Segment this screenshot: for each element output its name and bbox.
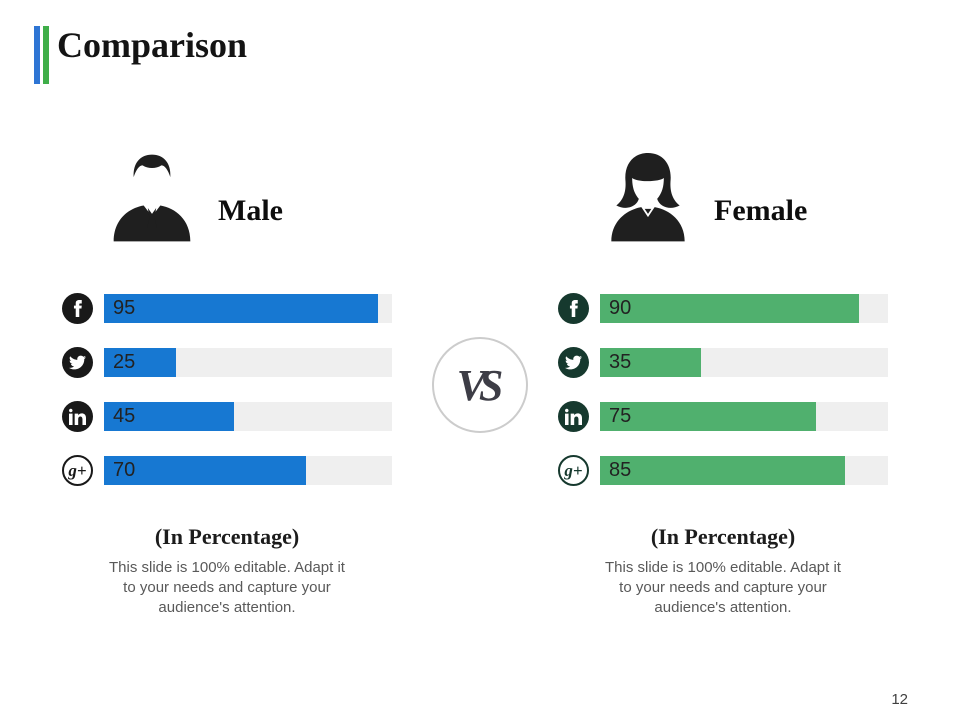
- bar-fill: 90: [600, 294, 860, 323]
- google-plus-icon: g+: [62, 455, 93, 486]
- male-panel: Male 95 25: [62, 140, 392, 618]
- page-number: 12: [891, 691, 908, 708]
- twitter-icon: [558, 347, 589, 378]
- bar-track: 90: [600, 294, 888, 323]
- female-label: Female: [714, 194, 808, 227]
- facebook-icon: [558, 293, 589, 324]
- bar-row: 75: [558, 401, 888, 432]
- male-note: This slide is 100% editable. Adapt it to…: [62, 558, 392, 618]
- bar-value-label: 90: [609, 297, 632, 319]
- bar-value-label: 75: [609, 405, 632, 427]
- female-panel: Female 90 35: [558, 140, 888, 618]
- bar-track: 35: [600, 348, 888, 377]
- bar-track: 45: [104, 402, 392, 431]
- linkedin-icon: [558, 401, 589, 432]
- female-person-icon: [598, 146, 698, 250]
- female-note: This slide is 100% editable. Adapt it to…: [558, 558, 888, 618]
- twitter-icon: [62, 347, 93, 378]
- bar-track: 70: [104, 456, 392, 485]
- bar-value-label: 25: [113, 351, 136, 373]
- bar-fill: 95: [104, 294, 378, 323]
- bar-value-label: 45: [113, 405, 136, 427]
- bar-value-label: 85: [609, 459, 632, 481]
- bar-track: 75: [600, 402, 888, 431]
- male-label: Male: [218, 194, 283, 227]
- note-line: This slide is 100% editable. Adapt it: [605, 559, 841, 576]
- bar-row: 95: [62, 293, 392, 324]
- vs-badge: VS: [432, 337, 528, 433]
- google-plus-icon: g+: [558, 455, 589, 486]
- bar-row: g+ 70: [62, 455, 392, 486]
- note-line: audience's attention.: [158, 599, 296, 616]
- bar-row: 25: [62, 347, 392, 378]
- note-line: to your needs and capture your: [123, 579, 331, 596]
- male-header: Male: [102, 146, 392, 250]
- bar-row: 35: [558, 347, 888, 378]
- bar-track: 85: [600, 456, 888, 485]
- note-line: audience's attention.: [654, 599, 792, 616]
- facebook-icon: [62, 293, 93, 324]
- linkedin-icon: [62, 401, 93, 432]
- bar-row: 90: [558, 293, 888, 324]
- female-bars: 90 35 75: [558, 293, 888, 486]
- bar-fill: 70: [104, 456, 306, 485]
- note-line: This slide is 100% editable. Adapt it: [109, 559, 345, 576]
- google-plus-glyph: g+: [564, 461, 583, 480]
- note-line: to your needs and capture your: [619, 579, 827, 596]
- bar-row: 45: [62, 401, 392, 432]
- male-person-icon: [102, 146, 202, 250]
- bar-fill: 25: [104, 348, 176, 377]
- title-accent-green: [43, 26, 49, 84]
- vs-label: VS: [456, 360, 504, 410]
- google-plus-glyph: g+: [68, 461, 87, 480]
- bar-fill: 75: [600, 402, 816, 431]
- bar-fill: 85: [600, 456, 845, 485]
- bar-track: 95: [104, 294, 392, 323]
- bar-value-label: 70: [113, 459, 136, 481]
- female-header: Female: [598, 146, 888, 250]
- bar-track: 25: [104, 348, 392, 377]
- slide-title: Comparison: [57, 25, 248, 65]
- male-caption: (In Percentage): [154, 524, 300, 549]
- bar-row: g+ 85: [558, 455, 888, 486]
- bar-fill: 35: [600, 348, 701, 377]
- title-accent-blue: [34, 26, 40, 84]
- bar-value-label: 95: [113, 297, 136, 319]
- female-caption: (In Percentage): [650, 524, 796, 549]
- male-bars: 95 25 45: [62, 293, 392, 486]
- bar-value-label: 35: [609, 351, 632, 373]
- bar-fill: 45: [104, 402, 234, 431]
